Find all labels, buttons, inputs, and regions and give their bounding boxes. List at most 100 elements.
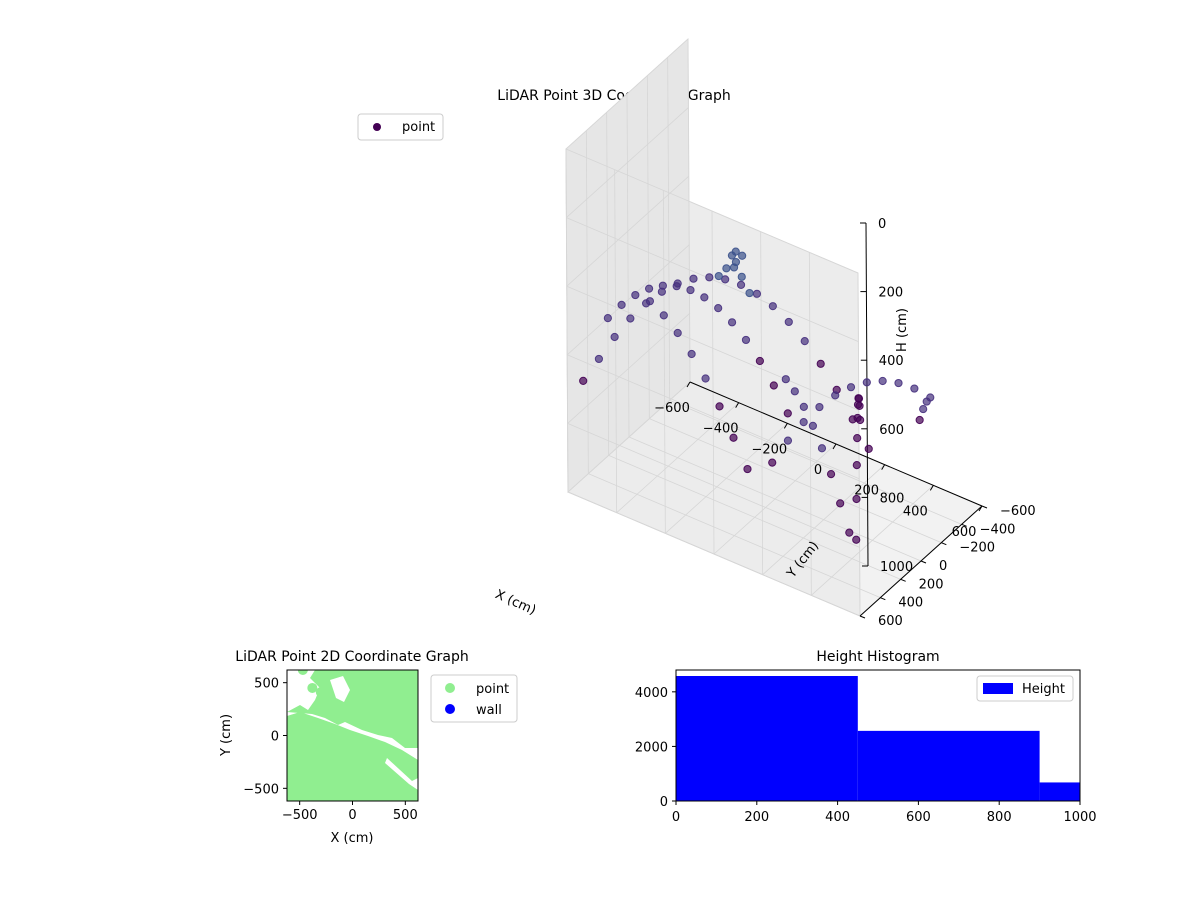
chart-3d-y-tick-label: 0: [939, 559, 947, 574]
chart-3d-point: [579, 376, 588, 385]
chart-3d-gridline: [566, 285, 859, 411]
chart-3d-point: [878, 376, 887, 386]
chart-3d-y-tick: [941, 542, 947, 546]
chart-2d-plot-area: [287, 670, 418, 801]
chart-3d-gridline: [565, 38, 689, 150]
chart-3d-y-tick-label: −200: [959, 541, 995, 556]
chart-2d-gap-upper: [330, 676, 350, 702]
chart-3d-y-tick-label: 200: [919, 577, 944, 592]
chart-3d-point: [853, 413, 862, 423]
chart-3d-x-tick-label: −600: [654, 401, 690, 416]
chart-3d-point: [783, 436, 793, 445]
chart-3d-gridline: [567, 423, 860, 548]
chart-3d-point: [915, 415, 924, 425]
chart-3d-point: [743, 464, 752, 474]
histogram-x-tick-label: 0: [672, 810, 680, 825]
chart-3d-x-tick: [783, 423, 788, 429]
chart-3d-point: [808, 421, 818, 430]
chart-3d-point: [781, 375, 790, 384]
histogram-ticks: 0 200 400 600 800 1000 0 2000 4000: [635, 686, 1097, 825]
chart-2d-legend-point-label: point: [476, 682, 509, 697]
chart-3d-point: [645, 297, 655, 306]
histogram-y-tick-label: 4000: [635, 686, 668, 701]
chart-2d-point: [288, 787, 299, 798]
chart-2d-ylabel: Y (cm): [219, 714, 234, 757]
chart-3d-point: [727, 318, 737, 327]
histogram-legend-box: [976, 675, 1074, 702]
chart-2d-x-tick-label: 500: [393, 808, 418, 823]
chart-3d-gridline: [711, 210, 715, 555]
chart-3d-point: [714, 271, 723, 281]
chart-2d-y-tick-label: −500: [243, 782, 279, 797]
histogram-title: Height Histogram: [816, 649, 939, 665]
chart-3d-point: [768, 458, 777, 467]
chart-3d-gridline: [567, 491, 861, 617]
chart-3d-x-tick: [929, 485, 934, 491]
chart-3d-point: [626, 314, 635, 323]
chart-3d-y-tick-label: −600: [1000, 504, 1036, 519]
chart-2d-legend-wall-marker: [445, 704, 455, 714]
chart-3d-gridline: [662, 190, 666, 534]
chart-3d-point: [610, 332, 619, 342]
chart-3d-y-tick: [961, 523, 967, 527]
chart-3d-x-tick-label: 400: [903, 504, 928, 519]
chart-3d-gridline: [646, 75, 650, 419]
chart-3d-z-tick-label: 400: [879, 354, 904, 369]
chart-2d-point: [307, 682, 318, 693]
chart-3d-title: LiDAR Point 3D Coordinate Graph: [497, 88, 730, 104]
chart-3d-gridline: [669, 399, 962, 525]
chart-3d-grid: [565, 38, 983, 617]
chart-3d-point: [768, 302, 777, 311]
chart-2d-legend-point-marker: [445, 683, 455, 693]
chart-3d-point: [689, 274, 698, 283]
chart-2d-ticks: −500 0 500 −500 0 500: [243, 677, 417, 823]
chart-2d-x-tick-label: 0: [348, 808, 356, 823]
chart-3d-gridline: [628, 436, 922, 562]
histogram-x-tick-label: 1000: [1063, 810, 1096, 825]
chart-3d-point: [769, 381, 778, 390]
chart-3d-x-tick-label: 0: [814, 463, 822, 478]
chart-2d-point: [315, 687, 326, 698]
chart-3d-point: [673, 328, 682, 338]
chart-3d-gridline: [857, 272, 861, 617]
chart-3d-point: [705, 273, 714, 282]
chart-3d-y-tick: [981, 505, 988, 509]
chart-3d-x-tick: [978, 505, 983, 512]
chart-3d-gridline: [567, 354, 860, 480]
histogram-bar: [857, 730, 1040, 801]
chart-2d-y-tick-label: 500: [254, 677, 279, 692]
chart-3d-y-tick: [920, 560, 927, 564]
chart-2d-title: LiDAR Point 2D Coordinate Graph: [235, 649, 468, 665]
chart-3d-point: [741, 335, 751, 345]
chart-3d-gridline: [588, 473, 881, 599]
chart-3d-point: [910, 384, 919, 393]
chart-3d-gridline: [567, 313, 690, 424]
chart-3d-point: [745, 288, 754, 298]
chart-3d-x-tick-label: 600: [952, 525, 977, 540]
chart-3d-gridline: [760, 231, 764, 575]
chart-3d-y-tick-label: −400: [980, 522, 1016, 537]
chart-3d-point: [894, 378, 903, 388]
chart-3d-point: [729, 433, 738, 442]
chart-3d-gridline: [649, 418, 942, 544]
chart-3d-point: [658, 281, 667, 290]
chart-3d-point: [731, 247, 740, 256]
chart-3d-gridline: [566, 175, 690, 287]
chart-3d-point: [755, 356, 764, 366]
chart-3d-y-tick: [859, 615, 866, 619]
chart-3d-z-tick-label: 800: [880, 491, 905, 506]
chart-3d-point: [790, 387, 799, 396]
histogram-bar: [676, 676, 858, 801]
chart-2d-legend: point wall: [430, 674, 518, 723]
chart-3d-point: [687, 349, 696, 359]
chart-2d-gap-streak: [385, 758, 418, 790]
chart-2d-point: [326, 705, 337, 716]
histogram-bar: [1039, 782, 1080, 801]
chart-3d-legend-marker: [373, 123, 381, 131]
chart-3d-zlabel: H (cm): [895, 308, 910, 352]
chart-3d-ticks: −600 −400 −200 0 200 400 600 −600 −400 −200 0 200 40…: [654, 217, 1036, 629]
histogram-y-tick-label: 0: [660, 795, 668, 810]
chart-2d: LiDAR Point 2D Coordinate Graph −500 0 500…: [219, 649, 518, 846]
chart-3d-x-tick-label: 200: [854, 484, 879, 499]
